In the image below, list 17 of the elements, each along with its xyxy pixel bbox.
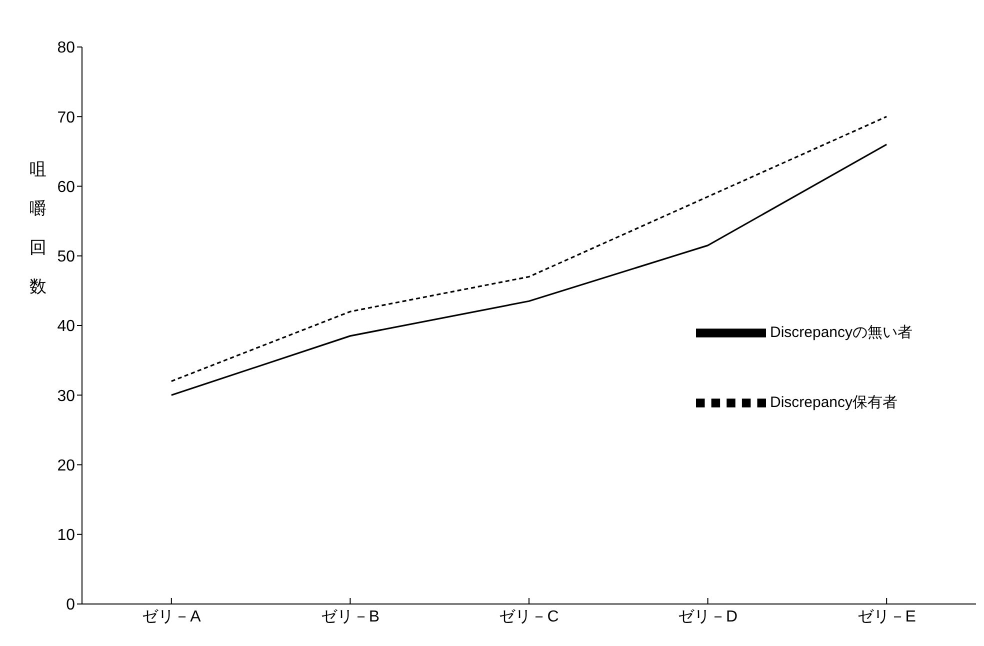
y-tick-label: 70 [57,109,76,126]
y-tick-label: 0 [66,596,76,614]
y-tick-label: 30 [57,388,76,405]
y-tick-label: 50 [57,248,76,266]
y-tick-label: 20 [57,457,76,474]
legend-label: Discrepancy保有者 [770,394,898,411]
x-tick-label: ゼリ－C [499,608,559,626]
y-tick-label: 60 [57,178,76,196]
y-tick-label: 40 [57,318,76,336]
y-tick-label: 10 [57,527,76,544]
y-tick-label: 80 [57,40,76,57]
x-tick-label: ゼリ－B [320,608,380,626]
y-axis-title: 咀嚼回数 [30,159,46,298]
x-tick-label: ゼリ－E [857,608,916,626]
x-tick-label: ゼリ－D [678,608,738,626]
legend-label: Discrepancyの無い者 [770,324,913,341]
x-tick-label: ゼリ－A [142,608,202,626]
